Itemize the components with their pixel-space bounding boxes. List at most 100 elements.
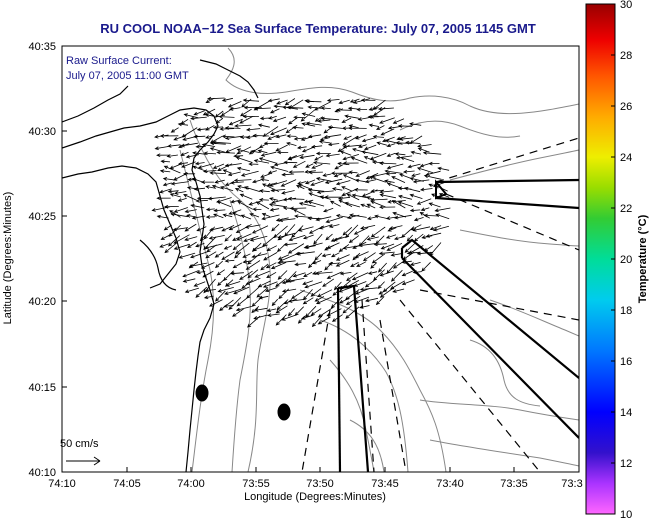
current-vector [239,116,253,124]
current-vector [359,287,378,292]
current-vector [287,154,304,161]
current-vector [245,277,261,285]
current-vector [182,171,196,176]
y-tick-label: 40:35 [28,41,56,53]
current-vector [286,105,304,110]
current-vector [304,242,323,249]
current-vector [264,287,278,293]
current-vector [193,281,206,287]
current-vector [286,142,297,146]
x-tick-label: 73:45 [371,478,399,490]
current-vector [384,169,403,174]
current-vector [370,189,385,193]
current-vector [267,98,280,103]
current-vector [195,286,208,298]
current-vector [384,179,395,184]
current-vector [208,235,225,240]
current-vector [258,295,269,300]
current-vector [315,216,332,222]
current-vector [319,195,331,200]
current-vector [303,234,314,240]
current-vector [382,281,396,293]
colorbar-tick-label: 12 [620,458,632,470]
current-vector [181,127,198,138]
current-vector [331,187,343,191]
current-vector [379,205,396,210]
current-vector [342,135,359,146]
current-vector [240,170,259,177]
current-vector [350,261,359,267]
current-vector [308,259,316,269]
current-vector [422,151,442,155]
current-vector [190,204,205,209]
current-vector [160,234,171,240]
current-vector [292,272,306,278]
current-vector [211,184,224,190]
current-vector [310,308,322,316]
current-vector [352,98,371,104]
current-vector [314,116,324,122]
current-vector [206,96,225,101]
current-vector [180,142,198,148]
current-vector [214,179,225,184]
current-vector [251,225,269,234]
current-vector [305,121,322,126]
current-vector [292,160,306,168]
current-vector [314,271,333,276]
current-vector [341,117,352,123]
current-vector [348,235,360,244]
current-vector [173,243,190,250]
current-vector [232,212,242,217]
current-vector [349,213,367,218]
current-vector [294,262,307,267]
current-vector [277,232,296,239]
current-vector [372,99,386,111]
current-vector [434,207,451,213]
current-vector [254,270,270,278]
current-vector [266,271,277,279]
current-vector [244,224,261,229]
current-vector [307,188,325,192]
current-vector [170,127,179,133]
current-vector [385,171,397,176]
current-vector [342,245,359,250]
current-vector [184,209,197,214]
current-vector [342,154,360,161]
current-vector [191,215,206,220]
current-vector [325,153,340,158]
current-vector [237,201,253,210]
current-vector [301,145,317,153]
y-tick-label: 40:10 [28,467,56,479]
current-vector [230,180,244,185]
current-vector [330,252,340,258]
current-vector [266,308,277,313]
current-vector [342,161,359,166]
current-vector [205,125,215,131]
current-vector [227,171,241,177]
current-vector [412,226,431,232]
current-vector [357,117,370,121]
current-vector [354,251,369,259]
current-vector [182,270,199,278]
current-vector [316,190,334,194]
current-vector [388,225,403,230]
current-vector [262,126,279,137]
colorbar-tick-label: 10 [620,509,632,518]
current-vector [268,115,277,120]
current-vector [392,288,405,293]
current-vector [247,269,259,279]
current-vector [287,308,296,317]
current-vector [428,161,440,166]
current-vector [183,194,197,201]
current-vector [212,163,225,169]
current-vector [228,223,242,231]
current-vector [377,262,387,273]
current-vector [328,261,341,266]
current-vector [263,141,279,146]
current-vector [364,278,377,288]
current-vector [343,135,352,140]
current-vector [370,226,386,238]
current-vector [254,307,268,312]
current-vector [417,147,430,153]
scale-arrow [66,456,101,466]
